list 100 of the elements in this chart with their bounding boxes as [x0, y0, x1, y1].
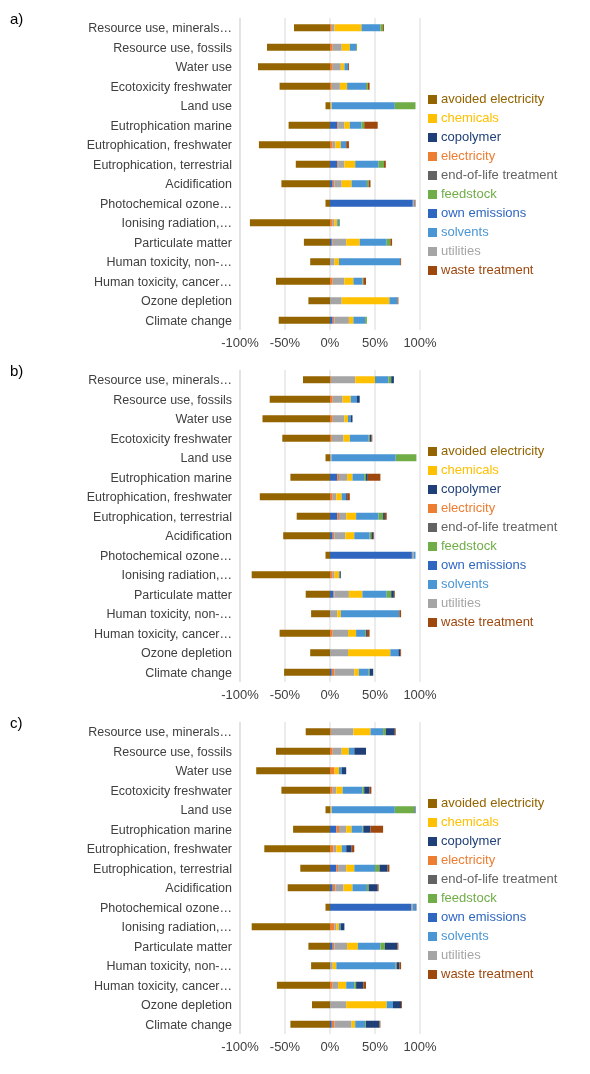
- legend-label: end-of-life treatment: [441, 871, 558, 886]
- legend-label: utilities: [441, 243, 481, 258]
- bar: [332, 747, 342, 755]
- bar: [339, 767, 342, 775]
- bar: [334, 767, 339, 775]
- bar: [356, 512, 379, 520]
- y-tick-label: Human toxicity, cancer…: [93, 626, 232, 641]
- bar: [378, 160, 384, 168]
- legend-label: feedstock: [441, 186, 497, 201]
- y-tick-label: Ecotoxicity freshwater: [110, 783, 232, 798]
- legend-label: electricity: [441, 500, 496, 515]
- bar: [300, 864, 330, 872]
- bar: [330, 649, 348, 657]
- bar: [349, 434, 369, 442]
- bar: [330, 258, 335, 266]
- bar: [312, 1001, 330, 1009]
- bar: [384, 942, 398, 950]
- bar: [330, 43, 333, 51]
- bar: [332, 415, 345, 423]
- bar: [332, 981, 339, 989]
- bar: [349, 43, 357, 51]
- bar: [368, 884, 378, 892]
- bar: [355, 160, 379, 168]
- y-tick-label: Human toxicity, cancer…: [93, 978, 232, 993]
- bar: [330, 629, 333, 637]
- bar: [356, 629, 366, 637]
- y-tick-label: Water use: [175, 412, 233, 427]
- bar: [350, 395, 357, 403]
- bar: [354, 864, 375, 872]
- bar: [336, 493, 342, 501]
- bar: [267, 43, 330, 51]
- bar: [393, 1001, 402, 1009]
- x-tick-label: -50%: [269, 687, 301, 703]
- bar: [264, 845, 330, 853]
- bar: [308, 942, 330, 950]
- bar: [346, 141, 349, 149]
- y-tick-label: Human toxicity, cancer…: [93, 274, 232, 289]
- bar: [334, 1020, 352, 1028]
- bar: [339, 473, 348, 481]
- bar: [353, 277, 363, 285]
- y-tick-label: Particulate matter: [134, 587, 232, 602]
- bar: [344, 121, 350, 129]
- bar: [332, 63, 341, 71]
- bar: [284, 668, 330, 676]
- bar: [346, 512, 357, 520]
- bar: [342, 786, 363, 794]
- y-tick-label: Resource use, minerals…: [88, 21, 232, 36]
- x-tick-label: 0%: [320, 1039, 340, 1055]
- bar: [325, 199, 330, 207]
- bar: [335, 884, 344, 892]
- bar: [343, 884, 353, 892]
- bar: [334, 316, 349, 324]
- bar: [278, 316, 330, 324]
- bar: [281, 786, 330, 794]
- x-tick-label: -100%: [221, 335, 260, 351]
- bar: [355, 376, 375, 384]
- bar: [334, 942, 348, 950]
- y-tick-label: Land use: [180, 99, 233, 114]
- bar: [311, 610, 330, 618]
- bar: [330, 551, 412, 559]
- bar: [334, 24, 362, 32]
- bar: [338, 981, 347, 989]
- x-tick-label: 0%: [320, 687, 340, 703]
- bar: [290, 1020, 330, 1028]
- bar: [341, 180, 352, 188]
- bar: [339, 825, 347, 833]
- bar: [363, 981, 366, 989]
- bar: [330, 610, 338, 618]
- legend-label: utilities: [441, 595, 481, 610]
- bar: [367, 473, 381, 481]
- bar: [380, 942, 385, 950]
- bar: [330, 923, 335, 931]
- bar: [346, 238, 360, 246]
- bar: [344, 63, 348, 71]
- bar: [339, 258, 401, 266]
- text: a): [10, 10, 24, 27]
- bar: [353, 728, 371, 736]
- bar: [362, 590, 387, 598]
- bar: [305, 590, 330, 598]
- bar: [288, 121, 330, 129]
- bar: [334, 180, 342, 188]
- x-tick-label: 50%: [361, 335, 389, 351]
- x-tick-label: -100%: [221, 687, 260, 703]
- bar: [330, 825, 337, 833]
- bar: [303, 376, 330, 384]
- bar: [357, 942, 381, 950]
- bar: [336, 845, 342, 853]
- bar: [344, 160, 356, 168]
- bar: [332, 629, 348, 637]
- bar: [344, 277, 354, 285]
- bar: [279, 82, 330, 90]
- legend-label: feedstock: [441, 538, 497, 553]
- bar: [310, 649, 330, 657]
- y-tick-label: Photochemical ozone…: [99, 900, 232, 915]
- bar: [389, 297, 398, 305]
- x-tick-label: 50%: [361, 1039, 389, 1055]
- bar: [330, 981, 333, 989]
- legend-label: solvents: [441, 224, 489, 239]
- legend-label: utilities: [441, 947, 481, 962]
- y-tick-label: Resource use, minerals…: [88, 373, 232, 388]
